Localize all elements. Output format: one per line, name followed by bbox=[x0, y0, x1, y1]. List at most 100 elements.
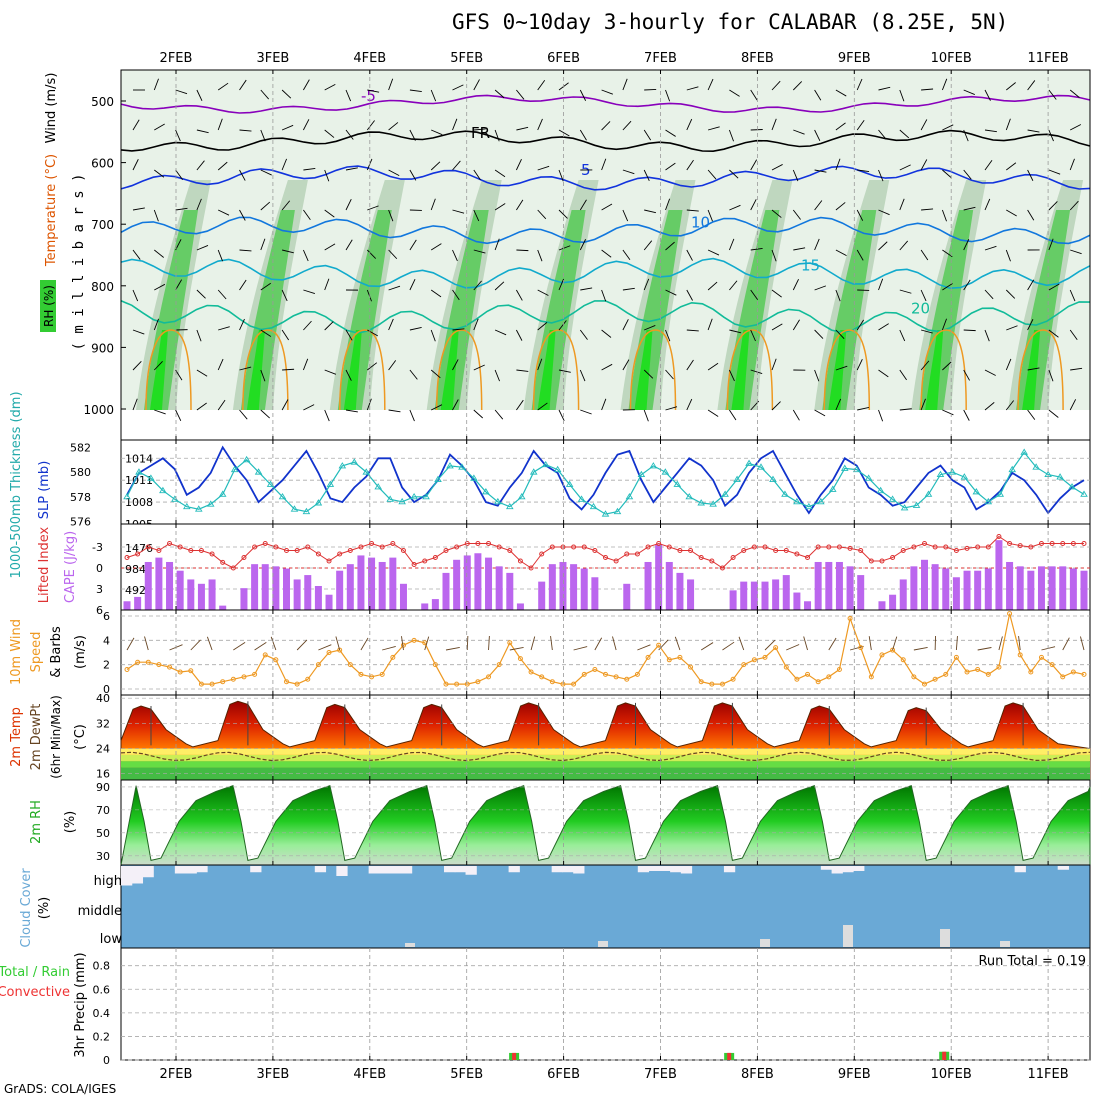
cape-bar bbox=[516, 603, 524, 610]
wind-barb bbox=[1006, 82, 1016, 91]
lifted-point bbox=[783, 548, 789, 553]
lifted-point bbox=[911, 544, 917, 550]
cape-bar bbox=[123, 601, 131, 610]
wind-speed-point bbox=[932, 676, 938, 682]
lifted-tick-label: -3 bbox=[92, 541, 103, 554]
wind-barb bbox=[132, 361, 142, 371]
wind-barb bbox=[430, 89, 437, 102]
wind-barb bbox=[686, 118, 693, 131]
wind-barb bbox=[345, 129, 354, 140]
date-label-bottom: 10FEB bbox=[931, 1067, 972, 1082]
surface-wind-barb bbox=[849, 645, 864, 651]
cape-bar bbox=[623, 583, 631, 610]
lifted-point bbox=[284, 548, 289, 553]
thickness-point bbox=[721, 490, 729, 497]
wind-barb bbox=[196, 89, 203, 102]
lifted-point bbox=[262, 541, 268, 546]
rh-plume-bright bbox=[537, 330, 556, 410]
date-label-bottom: 4FEB bbox=[353, 1067, 386, 1082]
lifted-point bbox=[677, 548, 683, 553]
cape-bar bbox=[878, 601, 886, 610]
thickness-point bbox=[374, 483, 383, 490]
wind-barb bbox=[452, 399, 459, 411]
wind-barb bbox=[792, 409, 800, 421]
wind-barb bbox=[622, 249, 631, 260]
wind-barb bbox=[878, 369, 889, 378]
thickness-point bbox=[266, 480, 275, 487]
wind-barb bbox=[580, 409, 592, 415]
wind-barb bbox=[984, 89, 991, 101]
wind-speed-point bbox=[805, 671, 811, 677]
wind-speed-point bbox=[571, 681, 577, 687]
wind-barb bbox=[260, 329, 272, 337]
wind-barb bbox=[303, 167, 316, 171]
surface-wind-barb bbox=[955, 636, 958, 651]
cape-bar bbox=[782, 575, 790, 610]
wind-speed-point bbox=[230, 676, 236, 682]
thickness-point bbox=[828, 485, 837, 492]
wind-barb bbox=[494, 129, 500, 142]
wind-barb bbox=[665, 198, 671, 211]
cloud-high-gap bbox=[142, 866, 154, 878]
lifted-point bbox=[1060, 541, 1066, 546]
wind-barb bbox=[558, 369, 571, 373]
wind-barb bbox=[579, 329, 588, 340]
wind-barb bbox=[601, 363, 613, 371]
cape-bar bbox=[1016, 566, 1024, 610]
wind-barb bbox=[473, 209, 480, 222]
lifted-point bbox=[475, 541, 481, 546]
lifted-point bbox=[996, 534, 1002, 539]
rh-plume-green bbox=[337, 210, 392, 410]
cape-bar bbox=[846, 566, 854, 610]
wind-barb bbox=[920, 360, 930, 371]
wind-speed-point bbox=[198, 681, 204, 687]
wind-barb bbox=[771, 249, 777, 262]
wind-barb bbox=[814, 200, 823, 211]
cloud-high-gap bbox=[853, 866, 865, 871]
lifted-point bbox=[390, 541, 396, 546]
cloud-high-gap bbox=[174, 866, 187, 874]
wind-barb bbox=[260, 201, 271, 211]
wind-barb bbox=[345, 329, 353, 341]
wind-tick-label: 0 bbox=[103, 683, 110, 696]
wind-barb bbox=[963, 409, 970, 421]
wind-speed-point bbox=[634, 671, 640, 677]
cape-bar bbox=[368, 557, 376, 610]
wind-barb bbox=[367, 89, 380, 93]
lifted-point bbox=[1081, 541, 1087, 546]
wind-speed-point bbox=[1081, 671, 1087, 677]
wind-barb bbox=[388, 78, 394, 91]
wind-speed-point bbox=[890, 647, 896, 653]
wind-barb bbox=[835, 158, 841, 171]
wind-speed-point bbox=[826, 674, 832, 680]
wind-barb bbox=[1005, 249, 1011, 262]
cape-bar bbox=[580, 568, 588, 610]
thickness-point bbox=[912, 501, 921, 508]
wind-barb bbox=[153, 360, 163, 371]
wind-barb bbox=[835, 202, 846, 211]
wind-barb bbox=[260, 169, 272, 176]
wind-barb bbox=[622, 169, 635, 175]
rh-tick-label: 90 bbox=[96, 781, 110, 794]
rh-plume-green bbox=[628, 210, 683, 410]
cape-bar bbox=[687, 579, 695, 610]
wind-speed-point bbox=[911, 674, 917, 680]
wind-barb bbox=[473, 169, 481, 181]
wind-speed-point bbox=[326, 650, 332, 655]
wind-barb bbox=[494, 238, 500, 251]
wind-speed-point bbox=[751, 657, 757, 663]
wind-barb bbox=[921, 208, 934, 211]
wind-barb bbox=[217, 118, 223, 131]
cape-bar bbox=[144, 561, 152, 610]
thickness-point bbox=[350, 458, 359, 465]
cloud-high-gap bbox=[368, 866, 380, 874]
wind-barb bbox=[367, 205, 379, 211]
wind-speed-point bbox=[135, 659, 141, 665]
cape-bar bbox=[495, 566, 503, 610]
lifted-point bbox=[145, 544, 151, 550]
thickness-point bbox=[1068, 483, 1076, 490]
wind-barb bbox=[516, 399, 524, 411]
surface-wind-barb bbox=[998, 636, 1003, 651]
contour-line bbox=[120, 165, 1091, 191]
wind-barb bbox=[388, 318, 394, 331]
